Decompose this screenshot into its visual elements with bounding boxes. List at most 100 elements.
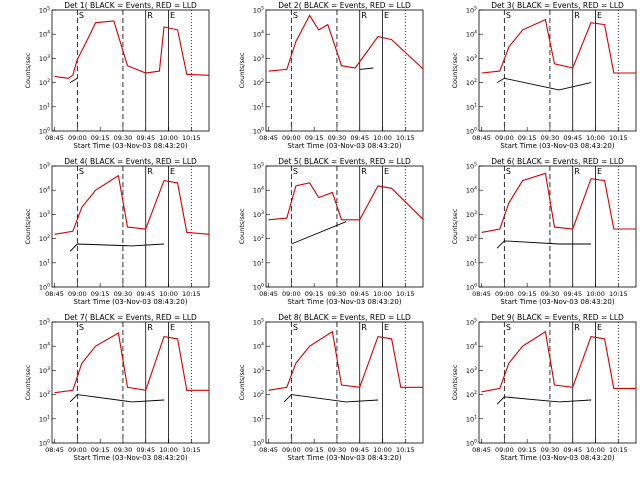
y-tick-label: 105: [466, 6, 477, 15]
marker-label: R: [574, 11, 580, 20]
x-axis-label: Start Time (03-Nov-03 08:43:20): [73, 454, 187, 462]
plot-frame: [51, 9, 210, 132]
x-tick-label: 09:30: [114, 290, 133, 298]
y-tick-label: 103: [253, 54, 264, 63]
x-tick-label: 10:15: [182, 290, 201, 298]
plot-frame: [478, 165, 637, 288]
series-events-line: [496, 77, 592, 91]
marker-label: S: [506, 167, 511, 176]
plot-frame: [265, 321, 424, 444]
y-tick-label: 102: [253, 78, 264, 87]
y-tick-label: 105: [466, 318, 477, 327]
series-lld-line: [481, 172, 637, 233]
x-tick-label: 09:15: [91, 134, 110, 142]
x-tick-label: 09:45: [136, 446, 155, 454]
x-tick-label: 09:00: [68, 290, 87, 298]
panel-det-1: Det 1( BLACK = Events, RED = LLD 100 101 10…: [24, 1, 210, 150]
marker-label: S: [293, 167, 298, 176]
x-tick-label: 10:00: [586, 134, 605, 142]
x-tick-label: 08:45: [259, 446, 278, 454]
x-tick-label: 08:45: [472, 290, 491, 298]
x-tick-label: 09:00: [282, 290, 301, 298]
y-tick-label: 101: [253, 102, 264, 111]
x-tick-label: 09:15: [305, 290, 324, 298]
y-tick-label: 103: [253, 210, 264, 219]
marker-label: E: [384, 323, 389, 332]
y-tick-label: 105: [253, 6, 264, 15]
marker-label: R: [361, 11, 367, 20]
x-tick-label: 10:00: [373, 134, 392, 142]
y-tick-label: 100: [39, 127, 50, 136]
y-tick-label: 101: [39, 414, 50, 423]
y-tick-label: 101: [466, 102, 477, 111]
marker-label: R: [147, 167, 153, 176]
y-tick-label: 104: [253, 342, 264, 351]
y-tick-label: 103: [466, 210, 477, 219]
y-axis-label: Counts/sec: [451, 208, 459, 244]
x-tick-label: 09:45: [136, 290, 155, 298]
x-tick-label: 09:15: [305, 446, 324, 454]
y-tick-label: 103: [466, 366, 477, 375]
marker-label: S: [293, 11, 298, 20]
plot-frame: [51, 165, 210, 288]
y-tick-label: 102: [39, 390, 50, 399]
series-events-line: [69, 243, 165, 252]
y-tick-label: 104: [466, 186, 477, 195]
y-axis-label: Counts/sec: [24, 208, 32, 244]
x-tick-label: 09:00: [495, 446, 514, 454]
y-axis-label: Counts/sec: [451, 52, 459, 88]
marker-label: E: [597, 167, 602, 176]
x-tick-label: 09:15: [518, 446, 537, 454]
marker-label: R: [147, 323, 153, 332]
x-tick-label: 08:45: [259, 290, 278, 298]
panel-det-3: Det 3( BLACK = Events, RED = LLD 100 101 10…: [451, 1, 637, 150]
x-tick-label: 09:00: [495, 290, 514, 298]
x-axis-label: Start Time (03-Nov-03 08:43:20): [73, 298, 187, 306]
x-tick-label: 09:30: [541, 134, 560, 142]
x-tick-label: 08:45: [472, 134, 491, 142]
series-events-line: [283, 394, 379, 403]
x-tick-label: 08:45: [259, 134, 278, 142]
y-tick-label: 101: [466, 414, 477, 423]
series-lld-line: [481, 330, 637, 393]
x-axis-label: Start Time (03-Nov-03 08:43:20): [500, 298, 614, 306]
y-tick-label: 101: [253, 414, 264, 423]
x-tick-label: 10:00: [586, 290, 605, 298]
marker-label: E: [170, 11, 175, 20]
x-tick-label: 09:45: [350, 446, 369, 454]
y-axis-label: Counts/sec: [238, 52, 246, 88]
y-tick-label: 103: [39, 54, 50, 63]
y-tick-label: 102: [466, 390, 477, 399]
marker-label: S: [79, 167, 84, 176]
x-tick-label: 10:15: [182, 446, 201, 454]
y-tick-label: 104: [39, 30, 50, 39]
series-lld-line: [54, 174, 210, 235]
x-tick-label: 09:30: [541, 290, 560, 298]
y-tick-label: 104: [39, 186, 50, 195]
x-tick-label: 08:45: [45, 290, 64, 298]
marker-label: E: [170, 167, 175, 176]
y-tick-label: 104: [466, 30, 477, 39]
series-events-line: [291, 221, 347, 245]
y-tick-label: 102: [253, 390, 264, 399]
x-tick-label: 08:45: [45, 134, 64, 142]
x-tick-label: 10:15: [609, 134, 628, 142]
marker-label: E: [597, 11, 602, 20]
y-tick-label: 105: [466, 162, 477, 171]
x-tick-label: 10:15: [396, 446, 415, 454]
panel-title: Det 8( BLACK = Events, RED = LLD: [278, 313, 411, 322]
x-tick-label: 08:45: [472, 446, 491, 454]
x-tick-label: 09:30: [328, 134, 347, 142]
x-tick-label: 09:15: [518, 290, 537, 298]
y-tick-label: 103: [39, 210, 50, 219]
x-tick-label: 09:00: [68, 446, 87, 454]
y-tick-label: 100: [466, 439, 477, 448]
x-tick-label: 09:15: [305, 134, 324, 142]
series-events-line: [69, 77, 78, 83]
x-tick-label: 09:45: [563, 134, 582, 142]
marker-label: S: [506, 11, 511, 20]
y-axis-label: Counts/sec: [238, 208, 246, 244]
x-tick-label: 10:00: [373, 290, 392, 298]
series-lld-line: [54, 332, 210, 394]
series-lld-line: [481, 18, 637, 74]
